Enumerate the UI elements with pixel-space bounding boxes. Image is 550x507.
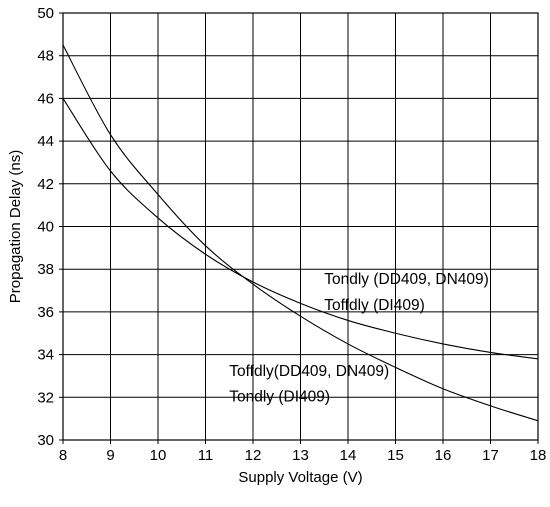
y-tick-label: 42 <box>37 176 54 193</box>
x-tick-label: 10 <box>150 447 167 464</box>
y-axis-title: Propagation Delay (ns) <box>7 150 24 303</box>
x-tick-label: 9 <box>106 447 114 464</box>
x-tick-label: 14 <box>340 447 357 464</box>
x-tick-label: 13 <box>292 447 309 464</box>
x-tick-label: 16 <box>435 447 452 464</box>
series-group <box>62 44 539 422</box>
annotation-label: Toffdly(DD409, DN409) <box>229 363 389 380</box>
x-tick-label: 18 <box>530 447 547 464</box>
tick-labels: 8 9 10 11 12 13 14 15 16 17 18 30 32 34 36 38 40 42 44 46 48… <box>37 5 546 464</box>
x-tick-label: 17 <box>482 447 499 464</box>
annotations: Tondly (DD409, DN409) Toffdly (DI409) Toff… <box>229 271 489 405</box>
x-tick-label: 12 <box>245 447 262 464</box>
y-tick-label: 44 <box>37 133 54 150</box>
y-tick-label: 50 <box>37 5 54 22</box>
annotation-label: Tondly (DI409) <box>229 389 330 406</box>
y-tick-label: 46 <box>37 90 54 107</box>
y-tick-label: 38 <box>37 261 54 278</box>
y-tick-label: 30 <box>37 432 54 449</box>
x-axis-title: Supply Voltage (V) <box>238 469 362 486</box>
series-line-1 <box>62 44 539 422</box>
y-tick-label: 40 <box>37 219 54 236</box>
y-tick-label: 48 <box>37 48 54 65</box>
series-line-2 <box>62 98 539 360</box>
x-tick-label: 8 <box>59 447 67 464</box>
y-tick-label: 32 <box>37 389 54 406</box>
y-tick-label: 34 <box>37 347 54 364</box>
annotation-label: Toffdly (DI409) <box>324 297 425 314</box>
y-tick-label: 36 <box>37 304 54 321</box>
x-tick-label: 11 <box>198 447 214 464</box>
x-tick-label: 15 <box>387 447 404 464</box>
annotation-label: Tondly (DD409, DN409) <box>324 271 489 288</box>
